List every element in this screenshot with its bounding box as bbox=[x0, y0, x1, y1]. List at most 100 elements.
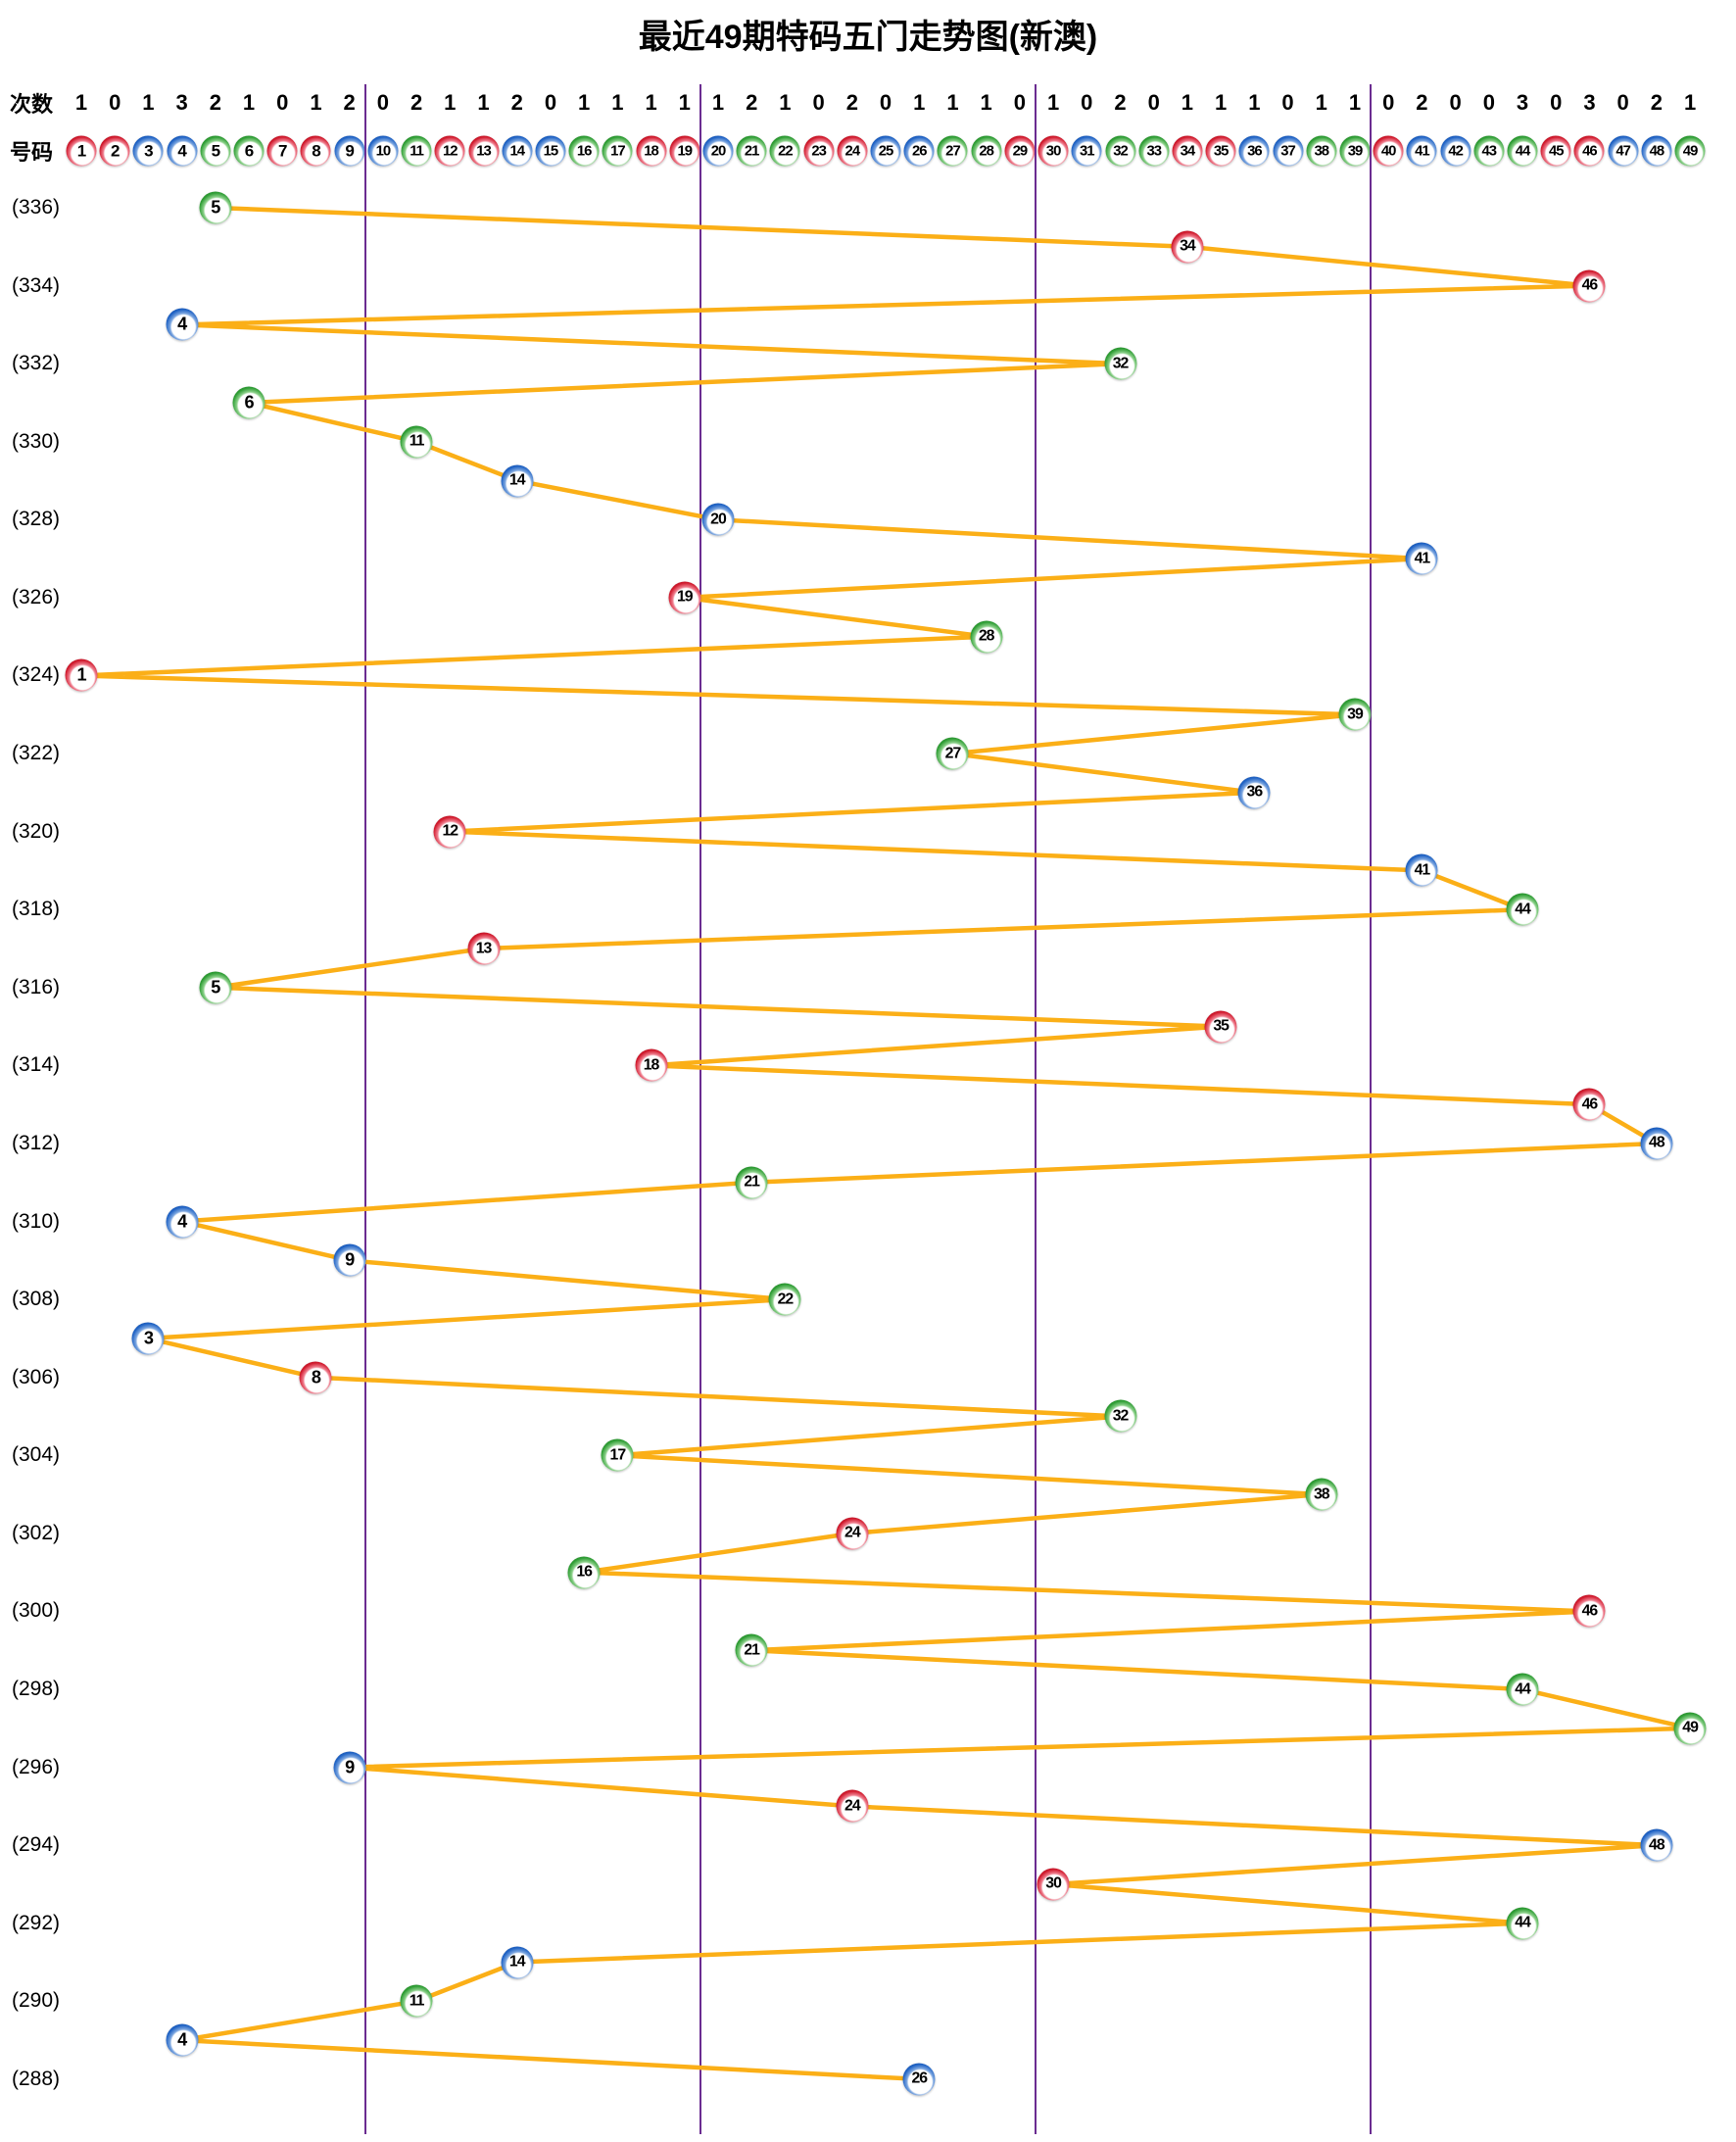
ball-header-45: 45 bbox=[1540, 135, 1571, 167]
ball-period-292: 44 bbox=[1506, 1907, 1539, 1940]
count-value: 2 bbox=[209, 90, 221, 115]
period-label: (290) bbox=[12, 1989, 61, 2013]
count-value: 0 bbox=[879, 90, 892, 115]
ball-header-25: 25 bbox=[870, 135, 901, 167]
period-label: (318) bbox=[12, 898, 61, 921]
ball-header-23: 23 bbox=[803, 135, 835, 167]
period-label: (312) bbox=[12, 1131, 61, 1154]
ball-header-8: 8 bbox=[300, 135, 331, 167]
ball-period-334: 46 bbox=[1572, 269, 1606, 303]
ball-period-294: 48 bbox=[1640, 1828, 1673, 1862]
ball-header-19: 19 bbox=[669, 135, 700, 167]
ball-period-304: 17 bbox=[601, 1438, 634, 1472]
ball-period-316: 5 bbox=[199, 971, 232, 1004]
ball-period-313: 46 bbox=[1572, 1088, 1606, 1121]
period-label: (322) bbox=[12, 742, 61, 765]
ball-period-308: 22 bbox=[768, 1283, 801, 1316]
count-value: 0 bbox=[1449, 90, 1462, 115]
count-value: 1 bbox=[1315, 90, 1327, 115]
ball-header-29: 29 bbox=[1004, 135, 1036, 167]
ball-period-321: 36 bbox=[1237, 776, 1271, 809]
ball-period-296: 9 bbox=[333, 1751, 366, 1784]
ball-header-31: 31 bbox=[1071, 135, 1102, 167]
ball-period-307: 3 bbox=[131, 1322, 165, 1355]
count-value: 1 bbox=[980, 90, 992, 115]
count-value: 1 bbox=[1348, 90, 1362, 115]
ball-period-299: 21 bbox=[735, 1633, 768, 1667]
ball-header-4: 4 bbox=[167, 135, 198, 167]
ball-period-328: 20 bbox=[701, 503, 735, 536]
period-label: (310) bbox=[12, 1209, 61, 1233]
count-value: 1 bbox=[477, 90, 490, 115]
period-label: (326) bbox=[12, 585, 61, 609]
ball-period-298: 44 bbox=[1506, 1673, 1539, 1706]
ball-period-329: 14 bbox=[501, 464, 534, 498]
ball-period-291: 14 bbox=[501, 1946, 534, 1979]
count-value: 1 bbox=[946, 90, 959, 115]
count-value: 1 bbox=[1215, 90, 1228, 115]
page-title: 最近49期特码五门走势图(新澳) bbox=[638, 19, 1098, 56]
ball-period-319: 41 bbox=[1405, 853, 1438, 887]
count-value: 1 bbox=[1248, 90, 1261, 115]
ball-header-14: 14 bbox=[502, 135, 533, 167]
count-value: 3 bbox=[175, 90, 188, 115]
ball-period-300: 46 bbox=[1572, 1594, 1606, 1628]
count-value: 0 bbox=[1081, 90, 1093, 115]
ball-period-315: 35 bbox=[1204, 1010, 1237, 1044]
count-value: 0 bbox=[544, 90, 557, 115]
trend-polyline bbox=[78, 205, 1693, 2082]
ball-period-335: 34 bbox=[1171, 230, 1204, 264]
ball-header-34: 34 bbox=[1172, 135, 1203, 167]
count-value: 2 bbox=[845, 90, 858, 115]
period-label: (330) bbox=[12, 429, 61, 453]
ball-period-289: 4 bbox=[166, 2023, 199, 2057]
ball-header-35: 35 bbox=[1205, 135, 1236, 167]
ball-header-30: 30 bbox=[1037, 135, 1069, 167]
count-value: 1 bbox=[142, 90, 155, 115]
ball-header-21: 21 bbox=[736, 135, 767, 167]
ball-period-290: 11 bbox=[400, 1984, 433, 2018]
ball-header-11: 11 bbox=[401, 135, 432, 167]
count-value: 1 bbox=[74, 90, 88, 115]
ball-period-303: 38 bbox=[1305, 1478, 1338, 1511]
ball-period-324: 1 bbox=[65, 658, 98, 692]
ball-header-37: 37 bbox=[1273, 135, 1304, 167]
ball-header-17: 17 bbox=[602, 135, 633, 167]
count-value: 1 bbox=[242, 90, 256, 115]
ball-period-327: 41 bbox=[1405, 542, 1438, 575]
ball-period-320: 12 bbox=[433, 815, 466, 849]
ball-period-314: 18 bbox=[635, 1048, 668, 1082]
count-value: 0 bbox=[1550, 90, 1563, 115]
count-value: 2 bbox=[1650, 90, 1663, 115]
period-label: (320) bbox=[12, 819, 61, 843]
count-value: 1 bbox=[779, 90, 792, 115]
period-label: (332) bbox=[12, 352, 61, 375]
ball-header-38: 38 bbox=[1306, 135, 1337, 167]
period-label: (306) bbox=[12, 1365, 61, 1388]
ball-period-333: 4 bbox=[166, 308, 199, 341]
ball-header-49: 49 bbox=[1674, 135, 1706, 167]
ball-period-305: 32 bbox=[1104, 1399, 1136, 1433]
count-value: 1 bbox=[578, 90, 591, 115]
ball-period-330: 11 bbox=[400, 425, 433, 459]
count-value: 2 bbox=[1114, 90, 1127, 115]
period-label: (288) bbox=[12, 2067, 61, 2090]
ball-header-3: 3 bbox=[132, 135, 164, 167]
ball-period-302: 24 bbox=[836, 1517, 869, 1550]
count-value: 0 bbox=[1147, 90, 1160, 115]
ball-header-1: 1 bbox=[66, 135, 97, 167]
count-value: 0 bbox=[109, 90, 121, 115]
ball-period-331: 6 bbox=[232, 386, 265, 419]
ball-header-36: 36 bbox=[1238, 135, 1270, 167]
ball-header-12: 12 bbox=[434, 135, 465, 167]
period-label: (334) bbox=[12, 273, 61, 297]
count-value: 2 bbox=[343, 90, 356, 115]
ball-header-39: 39 bbox=[1339, 135, 1371, 167]
period-label: (302) bbox=[12, 1521, 61, 1544]
ball-period-301: 16 bbox=[567, 1556, 601, 1589]
ball-period-332: 32 bbox=[1104, 347, 1136, 380]
count-value: 2 bbox=[746, 90, 758, 115]
count-value: 0 bbox=[276, 90, 289, 115]
ball-period-288: 26 bbox=[902, 2063, 936, 2096]
